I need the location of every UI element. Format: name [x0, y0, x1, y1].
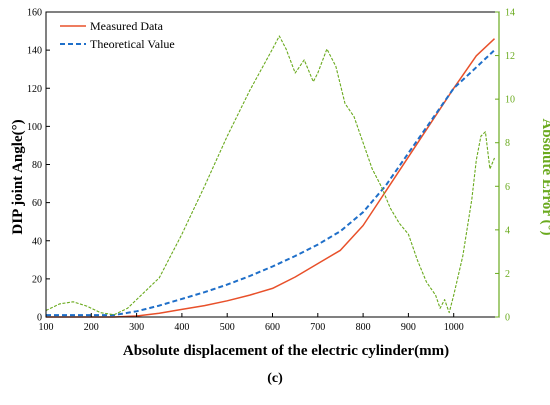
x-tick-label: 1000 [444, 322, 464, 333]
y-tick-label: 20 [32, 274, 42, 285]
series-measured-line [46, 38, 496, 318]
y2-tick-label: 8 [505, 138, 510, 149]
legend-label-theoretical: Theoretical Value [90, 37, 175, 51]
y-tick-label: 40 [32, 236, 42, 247]
x-tick-label: 200 [84, 322, 99, 333]
x-tick-label: 400 [174, 322, 189, 333]
legend-label-measured: Measured Data [90, 19, 164, 33]
series-error-line [45, 35, 496, 316]
x-tick-label: 800 [356, 322, 371, 333]
y2-tick-label: 14 [505, 8, 515, 19]
y2-tick-label: 6 [505, 182, 510, 193]
y-tick-label: 0 [37, 313, 42, 324]
y2-tick-label: 0 [505, 313, 510, 324]
y2-tick-label: 2 [505, 269, 510, 280]
y2-tick-label: 4 [505, 225, 510, 236]
y-tick-label: 100 [27, 122, 42, 133]
x-tick-label: 900 [401, 322, 416, 333]
panel-label: (c) [267, 371, 283, 386]
x-tick-label: 500 [220, 322, 235, 333]
x-tick-label: 700 [310, 322, 325, 333]
plot-frame [45, 11, 500, 318]
y-tick-label: 140 [27, 46, 42, 57]
series-theoretical-line [46, 49, 496, 317]
y2-axis-title: Absolute Error (°) [539, 118, 550, 235]
y-tick-label: 60 [32, 198, 42, 209]
legend: Measured Data Theoretical Value [60, 19, 175, 51]
x-tick-label: 600 [265, 322, 280, 333]
y2-tick-label: 12 [505, 51, 515, 62]
x-tick-label: 300 [129, 322, 144, 333]
x-axis-title: Absolute displacement of the electric cy… [123, 343, 449, 359]
y-tick-label: 160 [27, 8, 42, 19]
y-tick-label: 120 [27, 84, 42, 95]
y-tick-label: 80 [32, 160, 42, 171]
y2-tick-label: 10 [505, 95, 515, 106]
x-tick-label: 100 [39, 322, 54, 333]
y-axis-title: DIP joint Angle(°) [10, 119, 26, 234]
